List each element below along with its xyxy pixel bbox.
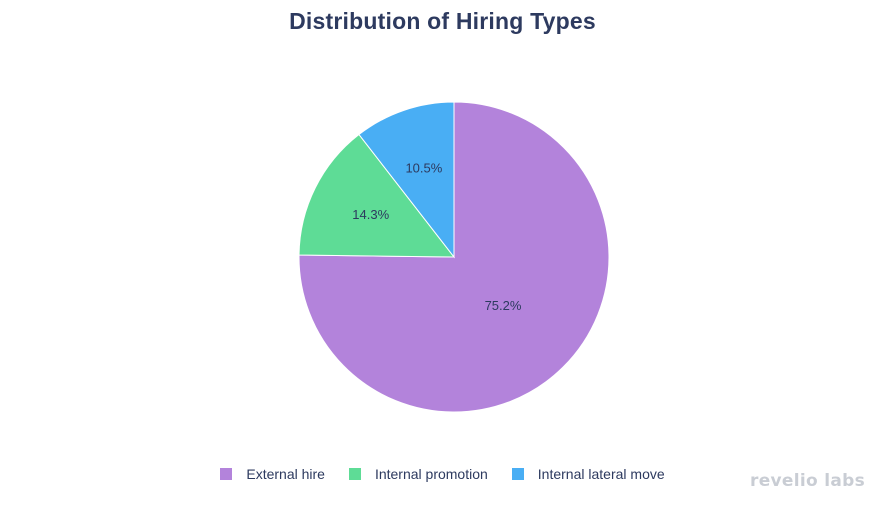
slice-label-external-hire: 75.2% bbox=[485, 298, 522, 313]
legend-label-internal-promotion: Internal promotion bbox=[374, 466, 488, 482]
legend-swatch-internal-promotion bbox=[348, 468, 361, 480]
brand-logo: revelio labs bbox=[750, 471, 865, 491]
legend-label-internal-lateral-move: Internal lateral move bbox=[537, 466, 665, 482]
chart-title: Distribution of Hiring Types bbox=[289, 8, 596, 34]
slice-label-internal-lateral-move: 10.5% bbox=[405, 160, 442, 175]
legend-item-external-hire[interactable]: External hire bbox=[220, 466, 325, 482]
legend-label-external-hire: External hire bbox=[246, 466, 325, 482]
legend-item-internal-lateral-move[interactable]: Internal lateral move bbox=[511, 466, 665, 482]
legend-item-internal-promotion[interactable]: Internal promotion bbox=[348, 466, 488, 482]
slice-label-internal-promotion: 14.3% bbox=[352, 207, 389, 222]
pie-slice-external-hire[interactable] bbox=[298, 101, 610, 413]
legend-swatch-external-hire bbox=[220, 468, 233, 480]
legend: External hire Internal promotion Interna… bbox=[0, 466, 885, 482]
legend-swatch-internal-lateral-move bbox=[511, 468, 524, 480]
pie-slice-internal-promotion[interactable] bbox=[298, 133, 456, 258]
pie-slice-internal-lateral-move[interactable] bbox=[358, 101, 455, 259]
